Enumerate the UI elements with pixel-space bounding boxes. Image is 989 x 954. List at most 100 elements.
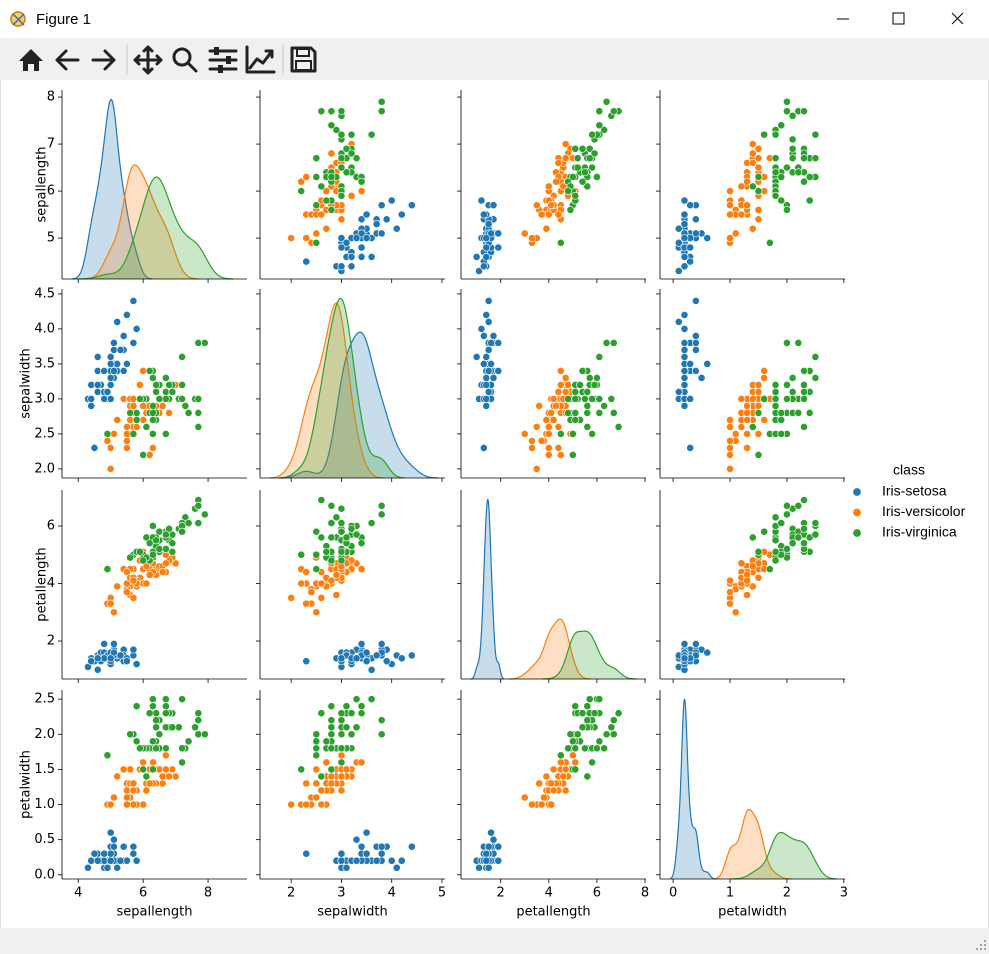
scatter-point [184,737,193,746]
scatter-point [484,842,493,851]
scatter-point [302,657,311,666]
scatter-point [535,779,544,788]
scatter-point [479,443,488,452]
scatter-point [322,758,331,767]
scatter-point [754,215,763,224]
scatter-point [588,394,597,403]
scatter-point [578,709,587,718]
scatter-point [337,243,346,252]
scatter-point [580,168,589,177]
scatter-point [129,779,138,788]
scatter-point [528,800,536,809]
home-button[interactable] [19,49,43,71]
scatter-point [743,201,751,210]
scatter-point [602,338,611,347]
scatter-point [554,443,563,452]
scatter-point [145,570,154,579]
scatter-point [332,126,341,134]
scatter-point [547,779,556,788]
x-tick-label: 8 [204,886,212,901]
scatter-point [302,779,311,788]
scatter-point [123,310,131,319]
scatter-point [93,366,102,375]
scatter-point [312,730,321,739]
scatter-point [544,450,553,459]
scatter-point [337,730,346,739]
close-button[interactable] [951,12,964,25]
scatter-point [585,154,594,163]
scatter-point [139,800,148,809]
scatter-point [556,366,565,375]
scatter-point [347,730,356,739]
scatter-point [103,387,112,396]
configure-button[interactable] [208,47,238,73]
scatter-point [113,359,122,368]
scatter-point [129,296,138,305]
scatter-point [805,408,814,417]
scatter-point [811,373,820,382]
scatter-point [674,224,683,233]
y-tick-label: 1.5 [34,762,55,777]
scatter-point [155,765,164,774]
scatter-point [161,765,170,774]
scatter-point [327,533,336,542]
scatter-point [171,559,180,568]
scatter-point [178,527,186,536]
scatter-point [680,345,689,354]
zoom-button[interactable] [172,47,198,73]
scatter-point [783,163,791,172]
scatter-point [337,504,346,513]
scatter-point [737,559,746,568]
scatter-point [123,786,131,795]
scatter-point [93,665,102,674]
scatter-point [686,394,695,403]
scatter-point [312,201,321,210]
scatter-point [312,550,321,559]
kde-area [84,164,199,279]
scatter-point [556,758,565,767]
scatter-point [680,352,689,361]
scatter-point [317,800,326,809]
scatter-point [110,429,118,438]
back-button[interactable] [55,49,80,71]
scatter-point [90,443,99,452]
scatter-point [680,234,689,242]
forward-button[interactable] [91,49,116,71]
scatter-point [332,513,341,522]
scatter-point [191,723,199,732]
maximize-button[interactable] [892,12,905,25]
scatter-point [472,352,481,361]
scatter-point [132,415,141,424]
scatter-point [100,366,109,375]
scatter-point [532,464,541,473]
scatter-point [726,210,734,219]
app-icon [10,11,26,27]
pan-button[interactable] [133,45,163,75]
scatter-point [312,173,321,181]
scatter-point [573,154,582,163]
legend-label: Iris-versicolor [882,503,966,519]
scatter-point [194,338,203,347]
scatter-point [571,744,580,753]
scatter-point [100,849,109,858]
scatter-point [148,550,157,559]
scatter-point [106,828,115,837]
scatter-point [484,296,493,305]
scatter-point [691,366,700,375]
scatter-point [377,201,386,210]
scatter-point [754,173,763,181]
scatter-point [161,429,170,438]
scatter-point [743,591,751,599]
scatter-point [317,593,326,602]
scatter-point [571,415,580,424]
save-button[interactable] [290,46,317,73]
legend-marker [852,507,862,517]
scatter-point [327,501,336,510]
scatter-point [482,394,491,403]
scatter-point [377,97,386,106]
scatter-point [161,709,170,718]
edit-axis-button[interactable] [245,45,276,74]
kde-line [714,808,792,880]
scatter-point [129,401,138,410]
